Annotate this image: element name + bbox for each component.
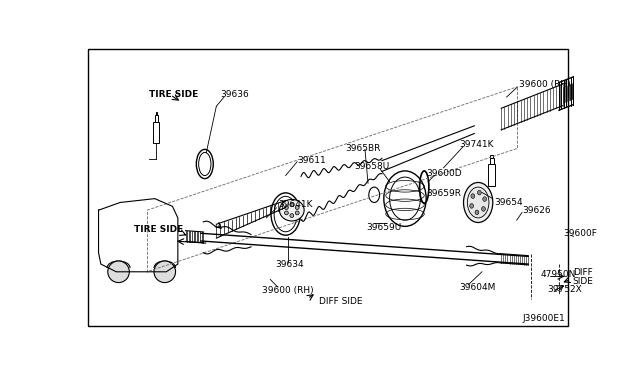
Ellipse shape: [285, 206, 289, 209]
Text: 39600D: 39600D: [427, 170, 462, 179]
Text: 47950N: 47950N: [541, 270, 576, 279]
Ellipse shape: [198, 153, 211, 176]
Ellipse shape: [592, 70, 600, 94]
Text: 39752X: 39752X: [547, 285, 582, 294]
Bar: [155, 115, 158, 122]
Ellipse shape: [271, 193, 300, 235]
Bar: [153, 122, 159, 143]
Bar: [490, 158, 493, 164]
Ellipse shape: [369, 187, 380, 202]
Text: 39600F: 39600F: [563, 229, 596, 238]
Ellipse shape: [470, 203, 474, 208]
Ellipse shape: [475, 210, 479, 215]
Ellipse shape: [295, 211, 299, 215]
Text: 39634: 39634: [276, 260, 304, 269]
Ellipse shape: [196, 150, 213, 179]
Text: 39636: 39636: [220, 90, 249, 99]
Text: 39600 (RH): 39600 (RH): [519, 80, 571, 89]
Text: J39600E1: J39600E1: [522, 314, 565, 323]
Ellipse shape: [471, 194, 475, 198]
Ellipse shape: [481, 206, 485, 211]
Ellipse shape: [274, 196, 297, 232]
Ellipse shape: [590, 65, 602, 98]
Bar: [488, 164, 495, 186]
Ellipse shape: [295, 206, 299, 209]
Ellipse shape: [290, 214, 294, 218]
Ellipse shape: [290, 203, 294, 207]
Text: 39626: 39626: [522, 206, 550, 215]
Bar: [156, 112, 157, 115]
Text: 39741K: 39741K: [459, 140, 493, 149]
Ellipse shape: [483, 197, 486, 201]
Text: 39659U: 39659U: [367, 222, 402, 232]
Text: 39600 (RH): 39600 (RH): [262, 286, 314, 295]
Ellipse shape: [384, 171, 426, 226]
Ellipse shape: [467, 187, 489, 218]
Text: DIFF: DIFF: [573, 268, 593, 277]
Circle shape: [154, 261, 175, 283]
Ellipse shape: [477, 190, 481, 195]
Text: SIDE: SIDE: [573, 277, 594, 286]
Text: 39641K: 39641K: [278, 200, 312, 209]
Text: 39604M: 39604M: [459, 283, 495, 292]
Text: 39658U: 39658U: [354, 162, 389, 171]
Ellipse shape: [606, 65, 613, 87]
Ellipse shape: [463, 183, 493, 222]
Text: TIRE SIDE: TIRE SIDE: [134, 225, 183, 234]
Text: 39611: 39611: [297, 155, 326, 165]
Ellipse shape: [285, 211, 289, 215]
Circle shape: [108, 261, 129, 283]
Ellipse shape: [605, 62, 615, 91]
Text: 39654: 39654: [494, 198, 523, 207]
Bar: [490, 155, 493, 158]
Text: TIRE SIDE: TIRE SIDE: [149, 90, 198, 99]
Ellipse shape: [280, 199, 304, 221]
Text: 39659R: 39659R: [427, 189, 461, 198]
Text: DIFF SIDE: DIFF SIDE: [319, 296, 362, 305]
Text: 3965BR: 3965BR: [345, 144, 380, 153]
